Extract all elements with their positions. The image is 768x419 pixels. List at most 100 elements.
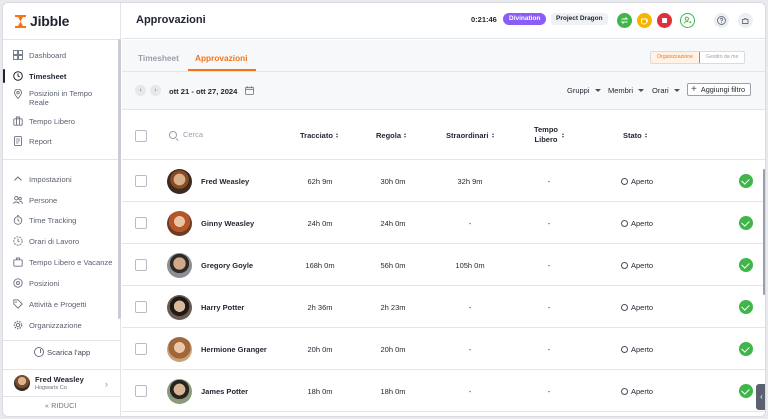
row-checkbox[interactable] (135, 301, 147, 313)
divider (3, 159, 121, 160)
approve-button[interactable] (739, 342, 753, 356)
sidebar-item-time-off[interactable]: Tempo Libero (3, 116, 119, 126)
user-profile[interactable]: Fred Weasley Hogwarts Co › (3, 369, 121, 397)
integrations-button[interactable] (738, 13, 753, 28)
member-name[interactable]: Harry Potter (201, 303, 245, 312)
row-checkbox[interactable] (135, 343, 147, 355)
member-name[interactable]: Hermione Granger (201, 345, 267, 354)
row-checkbox[interactable] (135, 385, 147, 397)
toggle-organization[interactable]: Organizzazione (651, 52, 701, 63)
status-open-icon (621, 262, 628, 269)
date-range[interactable]: ott 21 - ott 27, 2024 (169, 87, 238, 96)
add-filter-label: Aggiungi filtro (700, 85, 746, 94)
member-name[interactable]: James Potter (201, 387, 249, 396)
row-checkbox[interactable] (135, 175, 147, 187)
sidebar-item-people[interactable]: Persone (3, 195, 119, 205)
sidebar-item-timesheet[interactable]: Timesheet (3, 69, 119, 83)
sidebar-item-time-tracking[interactable]: Time Tracking (3, 215, 119, 225)
table-row[interactable]: James Potter 18h 0m 18h 0m - - Aperto (122, 370, 765, 412)
sidebar-item-live-locations[interactable]: Posizioni in Tempo Reale (3, 89, 119, 107)
approve-button[interactable] (739, 174, 753, 188)
member-name[interactable]: Ginny Weasley (201, 219, 255, 228)
sidebar-item-label: Dashboard (29, 50, 67, 60)
header: Approvazioni 0:21:46 Divination Project … (122, 3, 765, 39)
row-checkbox[interactable] (135, 217, 147, 229)
column-status[interactable]: Stato (623, 131, 647, 140)
column-overtime[interactable]: Straordinari (446, 131, 494, 140)
search-input[interactable]: Cerca (169, 130, 203, 139)
sort-icon (562, 132, 564, 138)
stop-icon (657, 13, 672, 28)
people-icon (13, 195, 23, 205)
select-all-checkbox[interactable] (135, 130, 147, 142)
sidebar-item-label: Persone (29, 195, 58, 205)
column-regular[interactable]: Regola (376, 131, 407, 140)
prev-week-button[interactable]: ‹ (135, 85, 146, 96)
switch-icon (617, 13, 632, 28)
table-row[interactable]: Fred Weasley 62h 9m 30h 0m 32h 9m - Aper… (122, 160, 765, 202)
filter-label: Orari (652, 86, 669, 95)
tab-timesheet[interactable]: Timesheet (138, 53, 179, 63)
regular-value: 24h 0m (380, 219, 406, 228)
next-week-button[interactable]: › (150, 85, 161, 96)
approve-button[interactable] (739, 300, 753, 314)
status-badge: Aperto (621, 303, 653, 312)
switch-activity-button[interactable] (617, 13, 632, 28)
sidebar-item-activities-projects[interactable]: Attività e Progetti (3, 299, 119, 309)
column-time-off[interactable]: Tempo Libero (533, 125, 564, 145)
tab-bar: Timesheet Approvazioni Organizzazione Ge… (122, 40, 765, 72)
divider (3, 340, 121, 341)
member-name[interactable]: Gregory Goyle (201, 261, 254, 270)
filter-groups[interactable]: Gruppi (567, 86, 601, 95)
sidebar-item-label: Impostazioni (29, 174, 72, 184)
table-row[interactable]: Ginny Weasley 24h 0m 24h 0m - - Aperto (122, 202, 765, 244)
approve-button[interactable] (739, 384, 753, 398)
member-name[interactable]: Fred Weasley (201, 177, 250, 186)
clock-in-member-button[interactable] (680, 13, 695, 28)
sidebar-item-time-off-holidays[interactable]: Tempo Libero e Vacanze (3, 257, 119, 267)
vacation-icon (13, 257, 23, 267)
sidebar-scrollbar[interactable] (118, 39, 121, 319)
sidebar-item-dashboard[interactable]: Dashboard (3, 50, 119, 60)
status-open-icon (621, 346, 628, 353)
project-badge[interactable]: Project Dragon (551, 13, 608, 25)
logo-text: Jibble (30, 13, 70, 29)
activity-badge[interactable]: Divination (503, 13, 547, 25)
table-scrollbar[interactable] (763, 169, 765, 295)
table-row[interactable]: Harry Potter 2h 36m 2h 23m - - Aperto (122, 286, 765, 328)
row-checkbox[interactable] (135, 259, 147, 271)
sidebar-item-locations[interactable]: Posizioni (3, 278, 119, 288)
sidebar-item-settings[interactable]: Impostazioni (3, 174, 119, 184)
logo[interactable]: Jibble (14, 13, 69, 29)
filter-schedules[interactable]: Orari (652, 86, 680, 95)
avatar (167, 211, 192, 236)
break-button[interactable] (637, 13, 652, 28)
time-tracking-icon (13, 215, 23, 225)
calendar-icon[interactable] (245, 86, 254, 95)
time-off-value: - (547, 261, 551, 270)
caret-down-icon (594, 89, 601, 92)
stop-button[interactable] (657, 13, 672, 28)
sort-icon (335, 133, 338, 138)
sidebar-item-report[interactable]: Report (3, 136, 119, 146)
tab-approvals[interactable]: Approvazioni (195, 53, 248, 63)
collapse-sidebar-button[interactable]: « RIDUCI (45, 403, 77, 410)
sidebar-item-work-schedules[interactable]: Orari di Lavoro (3, 236, 119, 246)
add-filter-button[interactable]: + Aggiungi filtro (687, 83, 752, 96)
approve-button[interactable] (739, 258, 753, 272)
filter-label: Gruppi (567, 86, 590, 95)
approve-button[interactable] (739, 216, 753, 230)
column-tracked[interactable]: Tracciato (300, 131, 338, 140)
filter-members[interactable]: Membri (608, 86, 645, 95)
expand-panel-button[interactable]: ‹ (756, 384, 765, 410)
status-label: Aperto (631, 219, 654, 228)
status-badge: Aperto (621, 261, 653, 270)
toggle-managed-by-me[interactable]: Gestito da me (700, 52, 745, 63)
help-button[interactable] (714, 13, 729, 28)
download-app-button[interactable]: Scarica l'app (34, 347, 90, 357)
sidebar-item-organization[interactable]: Organizzazione (3, 320, 119, 330)
overtime-value: - (468, 387, 472, 396)
table-row[interactable]: Gregory Goyle 168h 0m 56h 0m 105h 0m - A… (122, 244, 765, 286)
table-row[interactable]: Hermione Granger 20h 0m 20h 0m - - Apert… (122, 328, 765, 370)
